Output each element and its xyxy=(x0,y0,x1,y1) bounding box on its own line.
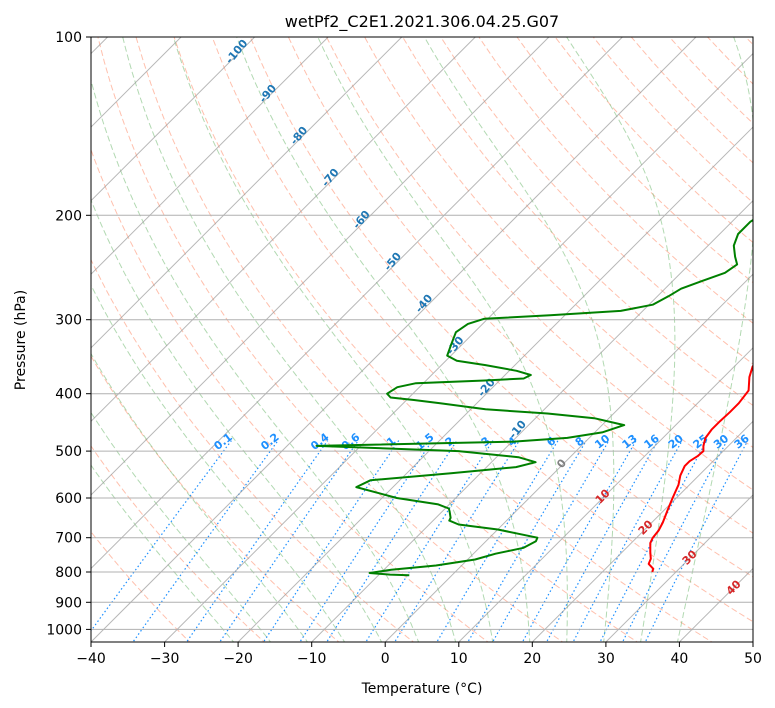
y-tick-label: 600 xyxy=(55,491,82,507)
dry-adiabat-line xyxy=(249,37,753,578)
isotherm-line xyxy=(605,494,753,642)
x-tick-label: −30 xyxy=(150,651,180,667)
x-tick-label: 30 xyxy=(597,651,615,667)
y-axis: 1000 900 800 700 600 500 400 300 200 100 xyxy=(46,30,91,638)
y-tick-label: 400 xyxy=(55,387,82,403)
isotherm-line xyxy=(311,199,753,642)
moist-adiabat-line xyxy=(317,37,568,642)
mixing-ratio-line xyxy=(262,440,400,642)
moist-adiabat-line xyxy=(676,37,753,642)
mixing-ratio-line xyxy=(299,440,433,642)
dewpoint-profile-line xyxy=(315,218,753,577)
x-tick-label: 20 xyxy=(523,651,541,667)
mixing-ratio-line xyxy=(492,440,610,642)
background-reference-lines xyxy=(91,37,753,642)
moist-adiabat-line xyxy=(423,37,615,642)
pressure-gridlines xyxy=(91,37,753,630)
isotherm-line xyxy=(91,37,476,423)
dry-adiabat-line xyxy=(91,148,489,642)
x-axis: −40 −30 −20 −10 0 10 20 30 40 50 xyxy=(76,642,762,667)
isotherm-line xyxy=(91,37,697,642)
dry-adiabat-line xyxy=(325,37,753,491)
isotherm-line xyxy=(237,126,753,642)
mixing-ratio-line xyxy=(599,440,708,642)
x-axis-title: Temperature (°C) xyxy=(361,681,483,697)
mixing-ratio-line xyxy=(365,440,494,642)
y-axis-title: Pressure (hPa) xyxy=(13,290,29,390)
x-tick-label: −20 xyxy=(223,651,253,667)
isotherm-line xyxy=(531,420,753,642)
mixing-ratio-line xyxy=(621,440,728,642)
sounding-profiles xyxy=(315,218,753,577)
x-tick-label: −40 xyxy=(76,651,106,667)
y-tick-label: 1000 xyxy=(46,622,82,638)
chart-title: wetPf2_C2E1.2021.306.04.25.G07 xyxy=(285,12,559,32)
isotherm-line xyxy=(164,52,753,642)
y-tick-label: 200 xyxy=(55,208,82,224)
x-tick-label: 0 xyxy=(381,651,390,667)
isotherm-line xyxy=(91,37,256,202)
dry-adiabat-line xyxy=(287,37,753,534)
x-tick-label: 40 xyxy=(670,651,688,667)
isotherm-line xyxy=(458,347,753,642)
isotherm-line xyxy=(91,37,550,496)
mixing-ratio-line xyxy=(521,440,637,642)
y-tick-label: 300 xyxy=(55,313,82,329)
x-tick-label: 50 xyxy=(744,651,762,667)
isotherm-line xyxy=(91,37,623,570)
plot-frame xyxy=(90,36,754,643)
mixing-ratio-line xyxy=(325,440,458,642)
y-tick-label: 500 xyxy=(55,444,82,460)
y-tick-label: 900 xyxy=(55,595,82,611)
dry-adiabat-line xyxy=(478,37,753,324)
dry-adiabat-line xyxy=(173,37,713,642)
moist-adiabat-line xyxy=(122,37,457,642)
moist-adiabat-line xyxy=(566,37,676,642)
mixing-ratio-line xyxy=(132,440,279,642)
y-tick-label: 100 xyxy=(55,30,82,46)
moist-adiabat-line xyxy=(91,352,309,642)
dry-adiabat-line xyxy=(364,37,753,449)
y-tick-label: 800 xyxy=(55,565,82,581)
mixing-ratio-line xyxy=(545,440,659,642)
temperature-profile-line xyxy=(647,364,753,573)
isotherm-line xyxy=(91,37,329,275)
mixing-ratio-line xyxy=(572,440,683,642)
mixing-ratio-line xyxy=(185,440,329,642)
moist-adiabat-line xyxy=(172,37,494,642)
isotherm-line xyxy=(384,273,753,642)
x-tick-label: −10 xyxy=(297,651,327,667)
mixing-ratio-line xyxy=(436,440,559,642)
isotherm-line xyxy=(91,37,403,349)
x-tick-label: 10 xyxy=(450,651,468,667)
dry-adiabat-line xyxy=(440,37,753,365)
y-tick-label: 700 xyxy=(55,531,82,547)
